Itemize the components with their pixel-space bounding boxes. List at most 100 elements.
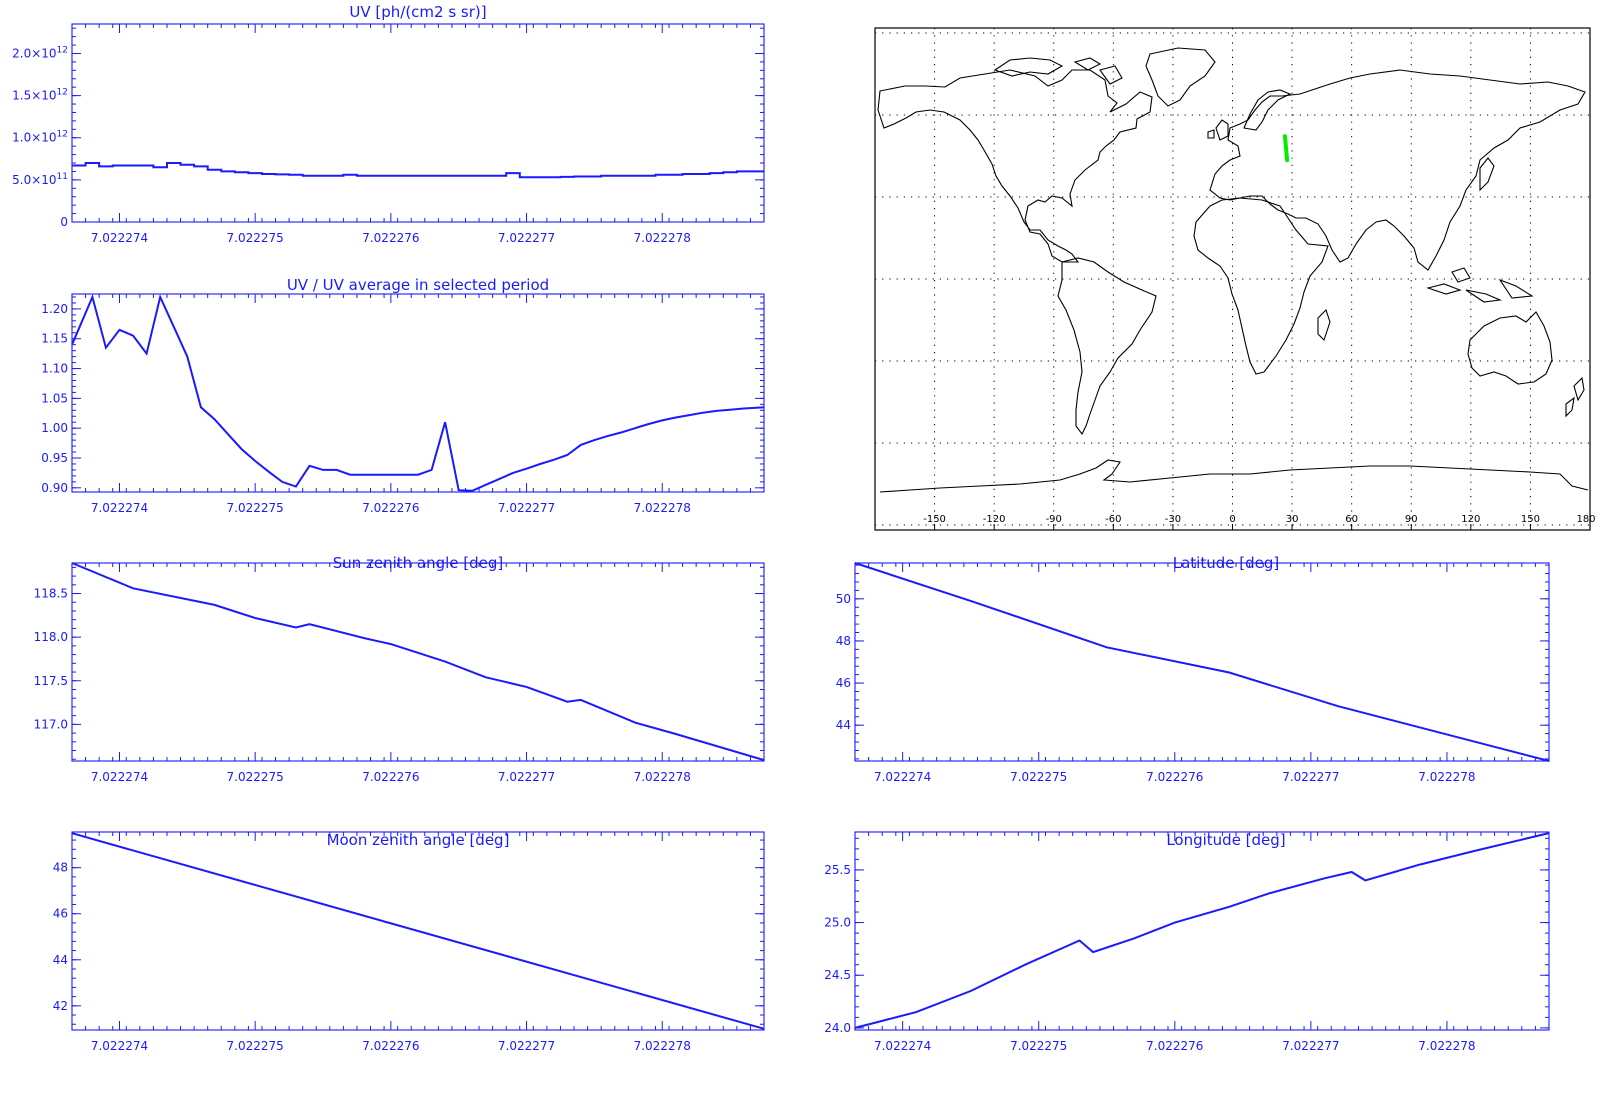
longitude-x-tick-label: 7.022274 xyxy=(874,1039,931,1053)
longitude-x-tick-label: 7.022276 xyxy=(1146,1039,1203,1053)
uv-ratio-y-tick-label: 0.95 xyxy=(41,451,68,465)
uv-ratio-x-tick-label: 7.022278 xyxy=(634,501,691,515)
uv-ratio-y-tick-label: 1.10 xyxy=(41,362,68,376)
latitude-y-tick-label: 48 xyxy=(836,634,851,648)
coast-australia xyxy=(1467,311,1553,385)
coast-scandinavia xyxy=(1243,89,1292,131)
longitude-chart: Longitude [deg] 7.022274 7.022275 7.022276… xyxy=(824,831,1550,1053)
uv-ratio-y-tick-label: 1.00 xyxy=(41,421,68,435)
longitude-series-line xyxy=(854,832,1550,1029)
latitude-chart: Latitude [deg] 7.022274 7.022275 7.022276 7… xyxy=(836,554,1550,784)
uv-y-tick-label: 5.0×1011 xyxy=(12,172,68,187)
map-lon-tick-label: 0 xyxy=(1229,514,1235,525)
uv-x-tick-label: 7.022275 xyxy=(227,231,284,245)
uv-ratio-frame xyxy=(71,293,765,493)
track-line xyxy=(1282,134,1290,163)
map-lon-tick-label: 90 xyxy=(1405,514,1418,525)
uv-ratio-y-tick-label: 1.20 xyxy=(41,302,68,316)
latitude-y-tick-label: 44 xyxy=(836,718,851,732)
latitude-x-tick-label: 7.022277 xyxy=(1282,770,1339,784)
moon-zenith-x-tick-label: 7.022276 xyxy=(362,1039,419,1053)
latitude-series-line xyxy=(854,562,1550,762)
coast-japan xyxy=(1479,157,1495,192)
latitude-y-tick-label: 46 xyxy=(836,676,851,690)
uv-x-tick-label: 7.022277 xyxy=(498,231,555,245)
coast-africa xyxy=(1193,197,1329,375)
moon-zenith-x-tick-label: 7.022275 xyxy=(227,1039,284,1053)
coastlines xyxy=(877,47,1589,493)
satellite-track xyxy=(1282,134,1290,163)
moon-zenith-x-tick-label: 7.022274 xyxy=(91,1039,148,1053)
longitude-y-tick-label: 25.5 xyxy=(824,863,851,877)
uv-chart-title: UV [ph/(cm2 s sr)] xyxy=(349,3,486,21)
longitude-x-tick-label: 7.022275 xyxy=(1010,1039,1067,1053)
latitude-frame xyxy=(854,562,1550,762)
map-lon-tick-label: -30 xyxy=(1165,514,1181,525)
uv-ratio-y-tick-label: 0.90 xyxy=(41,481,68,495)
sun-zenith-x-tick-label: 7.022277 xyxy=(498,770,555,784)
world-map: -150 -120 -90 -60 -30 0 30 60 90 120 150 180 xyxy=(874,27,1596,531)
uv-ratio-chart-title: UV / UV average in selected period xyxy=(287,276,549,294)
map-lon-tick-label: -60 xyxy=(1105,514,1121,525)
map-lon-tick-label: -150 xyxy=(923,514,946,525)
coast-eurasia xyxy=(1209,69,1586,271)
moon-zenith-x-tick-label: 7.022278 xyxy=(634,1039,691,1053)
coast-british-isles xyxy=(1207,119,1229,141)
map-graticule xyxy=(875,28,1590,530)
uv-chart: UV [ph/(cm2 s sr)] 7.022274 7.022275 7.022… xyxy=(12,3,765,245)
map-lon-tick-label: 60 xyxy=(1345,514,1358,525)
map-frame xyxy=(874,27,1591,531)
uv-ratio-x-tick-label: 7.022277 xyxy=(498,501,555,515)
longitude-chart-title: Longitude [deg] xyxy=(1166,831,1285,849)
moon-zenith-y-tick-label: 42 xyxy=(53,999,68,1013)
uv-series-line xyxy=(72,162,764,179)
uv-frame xyxy=(71,23,765,223)
sun-zenith-y-tick-label: 117.0 xyxy=(34,717,68,731)
coast-indonesia xyxy=(1426,267,1534,303)
longitude-frame xyxy=(854,831,1550,1031)
latitude-x-tick-label: 7.022278 xyxy=(1418,770,1475,784)
uv-ratio-x-tick-label: 7.022276 xyxy=(362,501,419,515)
moon-zenith-chart-title: Moon zenith angle [deg] xyxy=(327,831,510,849)
coast-madagascar xyxy=(1317,308,1331,342)
moon-zenith-y-tick-label: 44 xyxy=(53,953,68,967)
longitude-x-tick-label: 7.022278 xyxy=(1418,1039,1475,1053)
uv-ratio-y-tick-label: 1.15 xyxy=(41,332,68,346)
latitude-x-tick-label: 7.022274 xyxy=(874,770,931,784)
uv-ratio-x-tick-label: 7.022275 xyxy=(227,501,284,515)
latitude-x-tick-label: 7.022275 xyxy=(1010,770,1067,784)
moon-zenith-series-line xyxy=(71,832,765,1030)
sun-zenith-x-tick-label: 7.022275 xyxy=(227,770,284,784)
latitude-y-tick-label: 50 xyxy=(836,592,851,606)
moon-zenith-chart: Moon zenith angle [deg] 7.022274 7.022275… xyxy=(53,831,765,1053)
moon-zenith-y-tick-label: 48 xyxy=(53,861,68,875)
longitude-x-tick-label: 7.022277 xyxy=(1282,1039,1339,1053)
uv-ratio-series-line xyxy=(71,293,765,492)
uv-ratio-chart: UV / UV average in selected period 7.022… xyxy=(41,276,765,515)
coast-north-america xyxy=(877,69,1153,263)
map-longitude-ticks: -150 -120 -90 -60 -30 0 30 60 90 120 150 180 xyxy=(923,514,1596,530)
latitude-x-tick-label: 7.022276 xyxy=(1146,770,1203,784)
uv-y-tick-label: 1.0×1012 xyxy=(12,130,68,145)
sun-zenith-x-tick-label: 7.022276 xyxy=(362,770,419,784)
sun-zenith-y-tick-label: 117.5 xyxy=(34,674,68,688)
moon-zenith-frame xyxy=(71,831,765,1031)
coast-arctic-islands xyxy=(993,57,1123,85)
sun-zenith-chart: Sun zenith angle [deg] 7.022274 7.022275 7… xyxy=(34,554,765,784)
map-lon-tick-label: -120 xyxy=(983,514,1006,525)
sun-zenith-y-tick-label: 118.5 xyxy=(34,587,68,601)
longitude-y-tick-label: 24.5 xyxy=(824,968,851,982)
map-lon-tick-label: 180 xyxy=(1576,514,1595,525)
uv-x-tick-label: 7.022278 xyxy=(634,231,691,245)
uv-y-tick-label: 1.5×1012 xyxy=(12,88,68,103)
coast-antarctica xyxy=(879,459,1589,493)
map-lon-tick-label: -90 xyxy=(1046,514,1062,525)
longitude-y-tick-label: 24.0 xyxy=(824,1021,851,1035)
uv-y-tick-label: 0 xyxy=(60,215,68,229)
sun-zenith-y-tick-label: 118.0 xyxy=(34,630,68,644)
sun-zenith-x-tick-label: 7.022274 xyxy=(91,770,148,784)
uv-x-tick-label: 7.022274 xyxy=(91,231,148,245)
coast-greenland xyxy=(1145,47,1216,107)
coast-south-america xyxy=(1057,257,1157,436)
sun-zenith-frame xyxy=(71,562,765,762)
